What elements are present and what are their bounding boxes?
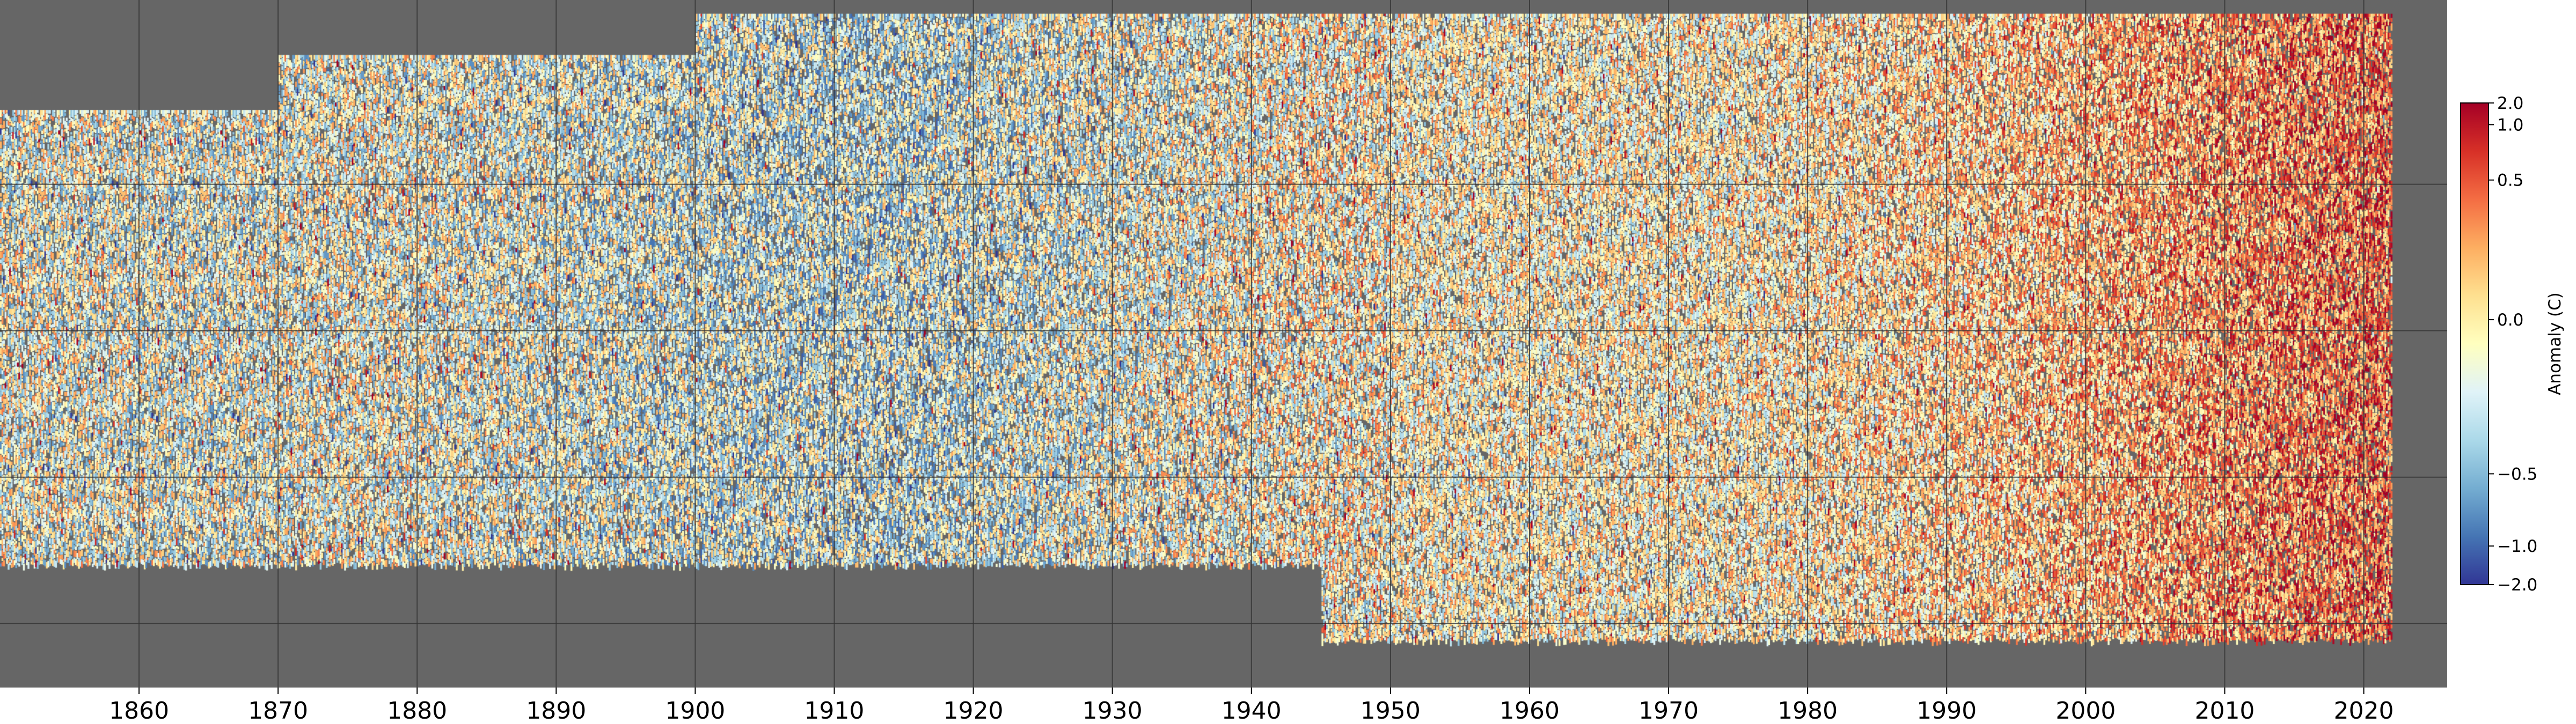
x-tick-label: 1900: [665, 697, 725, 724]
colorbar-scale: [2460, 102, 2489, 585]
x-tick-label: 1970: [1638, 697, 1699, 724]
colorbar: 2.0 1.0 0.5 0.0 −0.5 −1.0 −2.0 Anomaly (C): [2460, 94, 2565, 595]
colorbar-tick-label: −1.0: [2497, 537, 2537, 556]
x-tick-label: 1980: [1777, 697, 1838, 724]
anomaly-heatmap: [0, 0, 2447, 688]
x-tick-label: 1870: [248, 697, 308, 724]
colorbar-tick-label: 2.0: [2497, 94, 2523, 113]
x-axis: 1860 1870 1880 1890 1900 1910 1920 1930 1940 1950…: [109, 688, 2394, 724]
x-tick-label: 2010: [2194, 697, 2255, 724]
x-tick-label: 2020: [2334, 697, 2394, 724]
x-tick-label: 1890: [526, 697, 586, 724]
x-tick-label: 1960: [1499, 697, 1560, 724]
colorbar-label: Anomaly (C): [2545, 292, 2565, 395]
x-tick-label: 1930: [1082, 697, 1143, 724]
x-tick-label: 1920: [943, 697, 1004, 724]
x-tick-label: 1860: [109, 697, 169, 724]
colorbar-tick-label: 0.5: [2497, 171, 2523, 190]
colorbar-tick-label: 0.0: [2497, 311, 2523, 330]
x-tick-label: 1990: [1916, 697, 1977, 724]
grid-lines: [0, 0, 2447, 688]
x-tick-label: 1910: [804, 697, 865, 724]
colorbar-tick-label: −0.5: [2497, 464, 2537, 484]
x-tick-label: 1880: [387, 697, 447, 724]
x-tick-label: 2000: [2055, 697, 2116, 724]
colorbar-tick-label: −2.0: [2497, 575, 2537, 595]
colorbar-tick-label: 1.0: [2497, 115, 2523, 135]
x-tick-label: 1950: [1360, 697, 1421, 724]
x-tick-label: 1940: [1221, 697, 1282, 724]
plot-area: [0, 0, 2447, 688]
